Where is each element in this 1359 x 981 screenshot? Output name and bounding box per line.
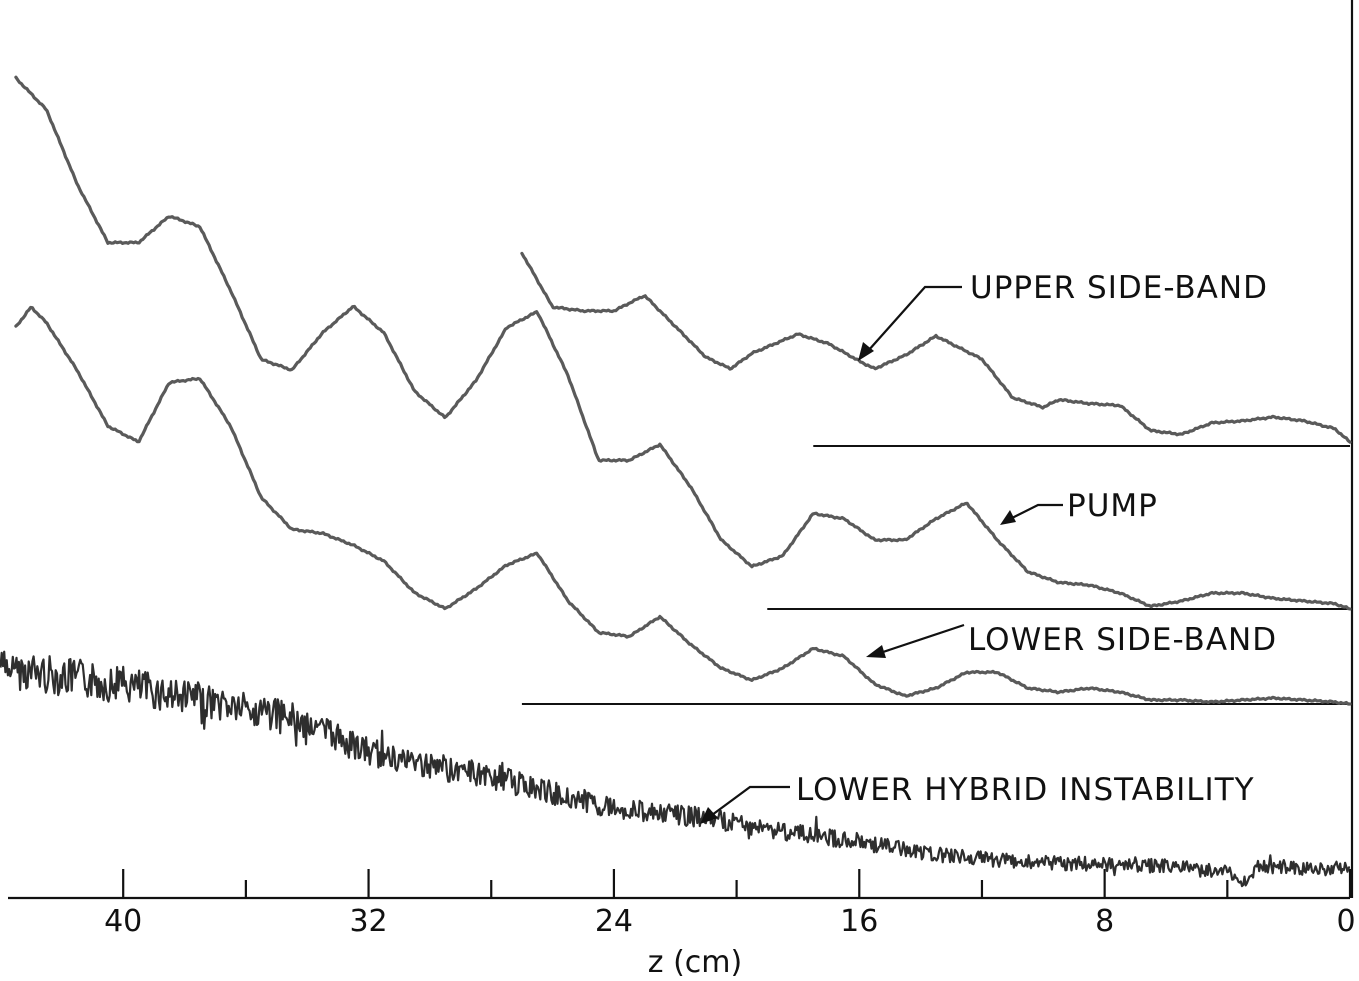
x-tick-label: 0 [1336,904,1355,939]
lower-sideband-leader [879,623,965,655]
lower-hybrid-label: LOWER HYBRID INSTABILITY [796,772,1255,808]
upper-sideband-leader [867,285,962,352]
lower-sideband-arrowhead [866,645,886,658]
x-tick-label: 32 [349,904,387,939]
pump-leader [1011,503,1063,519]
axis-layer: 40 32 24 16 8 0 [8,0,1356,939]
upper-sideband-annotation: UPPER SIDE-BAND [858,270,1268,361]
pump-label: PUMP [1067,488,1158,524]
pump-annotation: PUMP [1000,488,1158,525]
x-axis-label: z (cm) [648,945,742,980]
lower-hybrid-arrowhead [700,807,718,824]
upper-sideband-trace [520,251,1352,444]
upper-sideband-label: UPPER SIDE-BAND [970,270,1268,306]
x-tick-label: 16 [840,904,878,939]
pump-arrowhead [1000,510,1016,525]
lower-sideband-trace [14,305,1352,706]
x-tick-label: 8 [1095,904,1114,939]
lower-hybrid-annotation: LOWER HYBRID INSTABILITY [700,772,1255,824]
lower-hybrid-leader [711,785,790,816]
x-tick-label: 24 [595,904,633,939]
x-tick-label: 40 [104,904,142,939]
trace-layer [0,75,1352,888]
lower-hybrid-trace [0,650,1351,888]
pump-trace [14,75,1352,611]
upper-sideband-arrowhead [858,342,874,361]
lower-sideband-label: LOWER SIDE-BAND [968,622,1277,658]
lower-sideband-annotation: LOWER SIDE-BAND [866,622,1277,658]
